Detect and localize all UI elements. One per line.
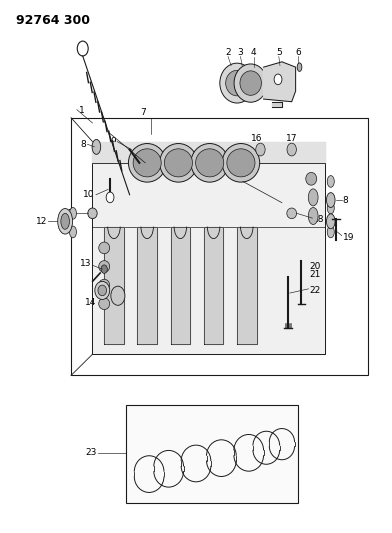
Text: 21: 21	[309, 270, 321, 279]
Text: 1: 1	[79, 106, 85, 115]
Ellipse shape	[308, 207, 318, 224]
Ellipse shape	[58, 208, 73, 234]
Ellipse shape	[297, 63, 302, 71]
Text: 14: 14	[85, 298, 96, 307]
Polygon shape	[263, 62, 296, 102]
Circle shape	[111, 286, 125, 305]
Ellipse shape	[99, 298, 110, 310]
Text: 11: 11	[64, 209, 75, 218]
Text: 8: 8	[80, 140, 86, 149]
Ellipse shape	[69, 226, 76, 238]
Ellipse shape	[227, 149, 255, 177]
Circle shape	[101, 265, 107, 273]
Ellipse shape	[306, 172, 317, 185]
Text: 8: 8	[343, 196, 348, 205]
Ellipse shape	[327, 226, 334, 238]
Polygon shape	[138, 227, 157, 344]
Ellipse shape	[196, 149, 224, 177]
Polygon shape	[171, 227, 190, 344]
Ellipse shape	[308, 189, 318, 206]
Ellipse shape	[61, 213, 69, 229]
Text: 19: 19	[343, 233, 354, 242]
Ellipse shape	[327, 192, 335, 207]
Ellipse shape	[327, 202, 334, 214]
Circle shape	[256, 143, 265, 156]
Ellipse shape	[98, 285, 107, 296]
Polygon shape	[204, 227, 223, 344]
Ellipse shape	[327, 214, 335, 229]
Text: 16: 16	[251, 134, 262, 143]
Ellipse shape	[164, 149, 192, 177]
Text: 7: 7	[141, 108, 146, 117]
Text: 23: 23	[85, 448, 96, 457]
Ellipse shape	[240, 71, 261, 95]
Ellipse shape	[133, 149, 161, 177]
Ellipse shape	[234, 64, 267, 102]
Text: 5: 5	[276, 47, 282, 56]
Text: 17: 17	[286, 134, 298, 143]
Polygon shape	[104, 227, 124, 344]
Text: 9: 9	[110, 137, 116, 146]
Text: 6: 6	[296, 47, 301, 56]
Ellipse shape	[69, 207, 76, 219]
Text: 18: 18	[313, 215, 325, 224]
Text: 12: 12	[36, 217, 47, 226]
Text: 10: 10	[83, 190, 94, 199]
Ellipse shape	[327, 175, 334, 187]
Ellipse shape	[191, 143, 229, 182]
Polygon shape	[272, 102, 282, 107]
Ellipse shape	[95, 281, 110, 300]
Ellipse shape	[287, 208, 297, 219]
Polygon shape	[93, 142, 325, 354]
Ellipse shape	[129, 143, 166, 182]
Text: 15: 15	[112, 303, 123, 312]
Circle shape	[106, 192, 114, 203]
Text: 92764 300: 92764 300	[16, 14, 90, 27]
Text: 20: 20	[309, 262, 321, 271]
Circle shape	[274, 74, 282, 85]
Circle shape	[287, 143, 296, 156]
Ellipse shape	[99, 261, 110, 272]
Ellipse shape	[220, 63, 254, 103]
Bar	[71, 118, 368, 375]
Ellipse shape	[226, 70, 249, 96]
Text: 2: 2	[225, 47, 231, 56]
Ellipse shape	[99, 279, 110, 291]
Ellipse shape	[222, 143, 260, 182]
Polygon shape	[237, 227, 256, 344]
Polygon shape	[93, 142, 325, 163]
Text: 13: 13	[80, 260, 92, 268]
Text: 4: 4	[251, 47, 257, 56]
Text: 22: 22	[309, 286, 321, 295]
Ellipse shape	[88, 208, 97, 219]
Ellipse shape	[92, 140, 101, 155]
Text: 3: 3	[238, 47, 243, 56]
Ellipse shape	[99, 242, 110, 254]
Bar	[126, 405, 298, 503]
Ellipse shape	[160, 143, 197, 182]
